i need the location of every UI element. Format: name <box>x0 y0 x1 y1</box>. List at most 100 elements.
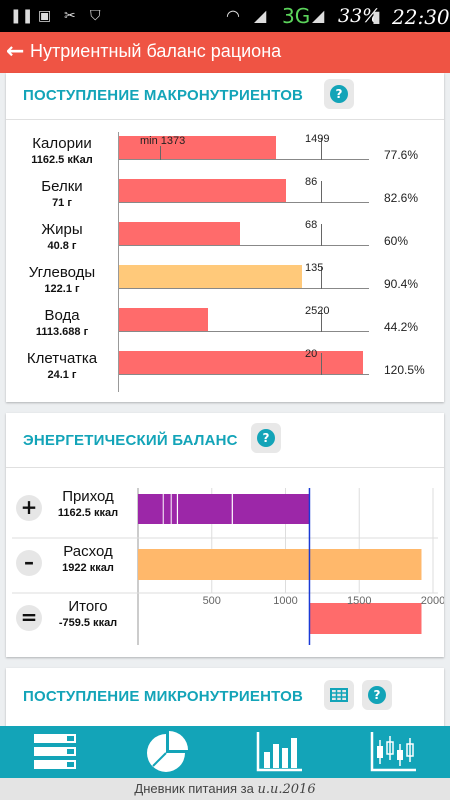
energy-row-name: Приход <box>62 488 114 505</box>
tools-icon: ✂ <box>64 8 76 24</box>
macronutrients-card: ПОСТУПЛЕНИЕ МАКРОНУТРИЕНТОВ ? Калории 116… <box>6 73 444 402</box>
percent-label: 77.6% <box>384 148 419 162</box>
nutrient-value: 122.1 г <box>44 283 80 295</box>
bottom-tab-bar <box>0 726 450 778</box>
nutrient-name: Жиры <box>41 221 83 238</box>
axis-tick-label: 1500 <box>347 595 371 607</box>
help-icon: ? <box>257 429 275 447</box>
signal-strength-icon: ◢ <box>312 6 325 25</box>
min-label: min 1373 <box>140 135 186 147</box>
norm-tick <box>321 267 322 289</box>
micronutrients-card: ПОСТУПЛЕНИЕ МИКРОНУТРИЕНТОВ ? <box>6 668 444 726</box>
tab-candles[interactable] <box>336 726 448 778</box>
table-icon <box>330 688 348 702</box>
diary-footer[interactable]: Дневник питания за и.и.2016 <box>0 778 450 800</box>
norm-tick <box>321 181 322 203</box>
nutrient-bar <box>118 136 276 159</box>
macronutrients-title: ПОСТУПЛЕНИЕ МАКРОНУТРИЕНТОВ <box>23 87 304 104</box>
norm-label: 135 <box>305 262 324 274</box>
nutrient-value: 71 г <box>52 197 72 209</box>
nutrient-value: 40.8 г <box>47 240 77 252</box>
axis-tick-label: 2000 <box>421 595 444 607</box>
energy-sign-icon: + <box>16 495 42 521</box>
nutrient-baseline <box>118 374 369 375</box>
battery-icon: ▮ <box>372 7 381 26</box>
help-icon: ? <box>330 85 348 103</box>
help-icon: ? <box>368 686 386 704</box>
tab-pie[interactable] <box>112 726 224 778</box>
list-icon <box>34 734 76 769</box>
nutrient-bar <box>118 308 208 331</box>
clock: 22:30 <box>392 5 450 29</box>
signal-icon: ◢ <box>254 6 267 25</box>
bar-chart-icon <box>256 732 302 772</box>
energy-row-value: 1922 ккал <box>62 562 114 574</box>
nutrient-value: 1113.688 г <box>35 326 89 338</box>
status-bar: ❚❚ ▣ ✂ ⛉ ◠ ◢ 3G ◢ 33% ▮ 22:30 <box>0 0 450 32</box>
micronutrients-help-button[interactable]: ? <box>362 680 392 710</box>
percent-label: 90.4% <box>384 277 419 291</box>
energy-sign-icon: = <box>16 605 42 631</box>
micronutrients-header: ПОСТУПЛЕНИЕ МИКРОНУТРИЕНТОВ ? <box>6 668 444 726</box>
macronutrients-help-button[interactable]: ? <box>324 79 354 109</box>
norm-tick <box>321 310 322 332</box>
percent-label: 82.6% <box>384 191 419 205</box>
energy-title: ЭНЕРГЕТИЧЕСКИЙ БАЛАНС <box>23 432 238 449</box>
norm-label: 86 <box>305 176 318 188</box>
axis-tick-label: 1000 <box>273 595 297 607</box>
norm-label: 2520 <box>305 305 330 317</box>
nutrient-bar <box>118 265 302 288</box>
image-icon: ▣ <box>38 8 52 24</box>
norm-tick <box>321 138 322 160</box>
norm-label: 68 <box>305 219 318 231</box>
macronutrients-header: ПОСТУПЛЕНИЕ МАКРОНУТРИЕНТОВ ? <box>6 73 444 120</box>
footer-date: и.и.2016 <box>257 782 316 797</box>
nutrient-baseline <box>118 202 369 203</box>
nutrient-name: Вода <box>44 307 80 324</box>
percent-label: 60% <box>384 234 409 248</box>
micronutrients-title: ПОСТУПЛЕНИЕ МИКРОНУТРИЕНТОВ <box>23 688 304 705</box>
nutrient-baseline <box>118 331 369 332</box>
nutrient-baseline <box>118 159 369 160</box>
axis-tick-label: 500 <box>203 595 221 607</box>
network-type: 3G <box>282 4 311 28</box>
macro-axis <box>118 132 119 392</box>
nutrient-name: Калории <box>32 135 92 152</box>
energy-chart: 500 1000 1500 2000 <box>12 488 444 645</box>
nutrient-baseline <box>118 245 369 246</box>
battery-level: 33% <box>338 5 381 27</box>
norm-label: 20 <box>305 348 318 360</box>
footer-label: Дневник питания за <box>134 781 254 796</box>
tab-list[interactable] <box>0 726 112 778</box>
tab-bar-chart[interactable] <box>224 726 336 778</box>
min-tick <box>160 146 161 160</box>
norm-tick <box>321 224 322 246</box>
pause-icon: ❚❚ <box>10 8 34 24</box>
nutrient-name: Белки <box>41 178 83 195</box>
nutrient-bar <box>118 179 286 202</box>
percent-label: 120.5% <box>384 363 425 377</box>
norm-label: 1499 <box>305 133 330 145</box>
nutrient-name: Клетчатка <box>26 350 98 367</box>
nutrient-bar <box>118 351 363 374</box>
micronutrients-table-button[interactable] <box>324 680 354 710</box>
page-title: Нутриентный баланс рациона <box>30 41 282 61</box>
total-bar <box>309 603 422 634</box>
wifi-icon: ◠ <box>226 6 240 25</box>
shield-icon: ⛉ <box>90 8 101 24</box>
energy-balance-card: ЭНЕРГЕТИЧЕСКИЙ БАЛАНС ? 500 1000 1500 2000 … <box>6 413 444 657</box>
nutrient-value: 24.1 г <box>47 369 77 381</box>
back-arrow-icon[interactable]: ← <box>6 39 25 64</box>
energy-row-value: 1162.5 ккал <box>57 507 119 519</box>
energy-sign-icon: – <box>16 550 42 576</box>
energy-help-button[interactable]: ? <box>251 423 281 453</box>
nutrient-bar <box>118 222 240 245</box>
candlestick-icon <box>370 732 416 772</box>
pie-chart-icon <box>147 731 188 772</box>
income-bar <box>138 494 310 524</box>
energy-row-name: Итого <box>68 598 108 615</box>
energy-row-value: -759.5 ккал <box>58 617 118 629</box>
energy-row-name: Расход <box>63 543 113 560</box>
percent-label: 44.2% <box>384 320 419 334</box>
norm-tick <box>321 353 322 375</box>
